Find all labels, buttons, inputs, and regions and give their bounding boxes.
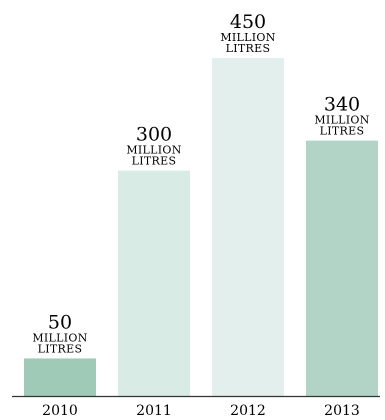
value-label-unit-line1: MILLION [314, 114, 369, 127]
x-tick-label: 2013 [324, 403, 360, 419]
value-label-unit-line2: LITRES [226, 42, 271, 55]
value-label-number: 50 [48, 311, 72, 333]
bar-2013 [306, 140, 378, 396]
value-label-unit-line1: MILLION [220, 31, 275, 44]
value-label-unit-line1: MILLION [32, 331, 87, 344]
x-tick-label: 2012 [230, 403, 266, 419]
bar-2012 [212, 58, 284, 396]
bar-2011 [118, 170, 190, 396]
value-label-unit-line2: LITRES [38, 342, 83, 355]
x-tick-label: 2010 [42, 403, 78, 419]
value-label-unit-line2: LITRES [132, 155, 177, 168]
value-label-number: 300 [136, 124, 172, 146]
value-label-unit-line1: MILLION [126, 144, 181, 157]
x-tick-label: 2011 [136, 403, 172, 419]
bar-2010 [24, 358, 96, 396]
value-label-number: 340 [324, 94, 360, 116]
value-label-unit-line2: LITRES [320, 125, 365, 138]
value-label-number: 450 [230, 11, 266, 33]
